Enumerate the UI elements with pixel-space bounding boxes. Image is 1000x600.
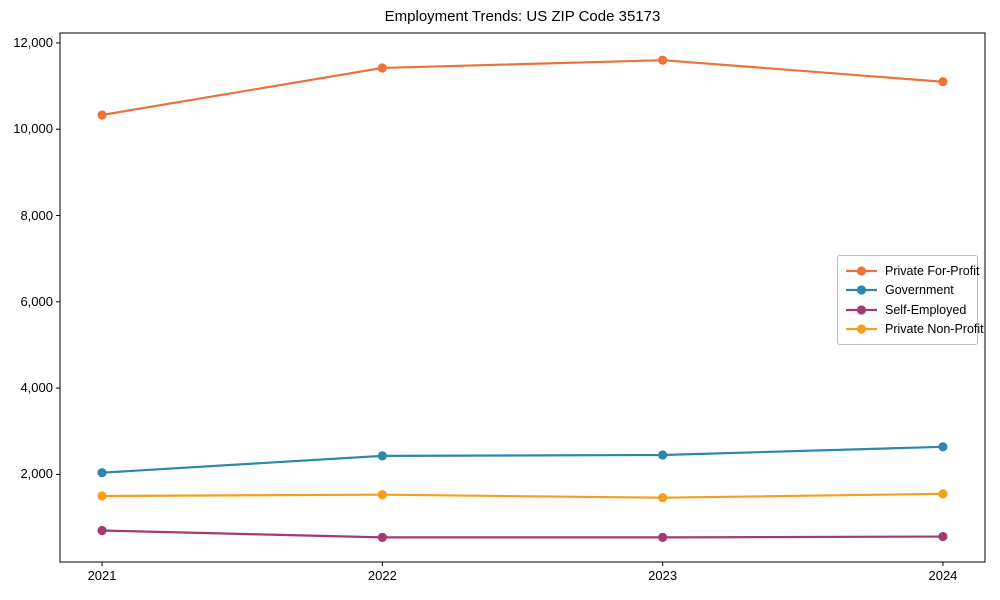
y-axis-tick-label: 12,000 (13, 34, 53, 50)
series-line (100, 529, 945, 539)
series-line (100, 59, 945, 117)
data-point-marker (97, 491, 107, 501)
data-point-marker (377, 490, 387, 500)
series-line (100, 445, 945, 474)
data-point-marker (938, 489, 948, 499)
data-point-marker (658, 532, 668, 543)
data-point-marker (938, 77, 948, 87)
data-point-marker (938, 442, 948, 452)
data-point-marker (658, 450, 668, 460)
legend-label: Self-Employed (885, 302, 967, 317)
legend-entry: Private For-Profit (845, 261, 979, 281)
x-axis-tick-label: 2023 (648, 568, 678, 583)
y-axis-tick-label: 4,000 (20, 380, 53, 396)
legend-label: Private For-Profit (885, 263, 980, 278)
data-point-marker (658, 55, 668, 65)
data-point-marker (97, 525, 107, 536)
y-axis-tick-label: 6,000 (20, 293, 53, 309)
data-point-marker (938, 531, 948, 542)
x-axis-tick-label: 2022 (367, 568, 397, 583)
x-axis-tick-label: 2021 (87, 568, 117, 583)
legend-entry: Government (845, 281, 970, 301)
data-point-marker (97, 110, 107, 120)
x-axis-tick-label: 2024 (928, 568, 958, 583)
legend-line-marker-icon (846, 305, 877, 315)
axes-spines (59, 32, 986, 563)
y-axis-tick-label: 10,000 (13, 121, 53, 137)
legend-line-marker-icon (846, 285, 877, 295)
data-point-marker (377, 451, 387, 461)
data-point-marker (377, 63, 387, 73)
legend-entry: Private Non-Profit (845, 320, 984, 340)
legend-line-marker-icon (846, 266, 877, 276)
legend: Private For-Profit Government Self-Employe… (837, 255, 984, 345)
y-axis-tick-label: 2,000 (20, 466, 53, 482)
legend-entry: Self-Employed (845, 300, 970, 320)
legend-label: Government (885, 283, 954, 298)
data-point-marker (377, 532, 387, 543)
series-line (100, 492, 945, 499)
data-point-marker (97, 468, 107, 478)
legend-label: Private Non-Profit (885, 322, 984, 337)
y-axis-tick-label: 8,000 (20, 207, 53, 223)
data-point-marker (658, 493, 668, 503)
chart-title: Employment Trends: US ZIP Code 35173 (384, 8, 661, 25)
legend-line-marker-icon (846, 324, 877, 334)
